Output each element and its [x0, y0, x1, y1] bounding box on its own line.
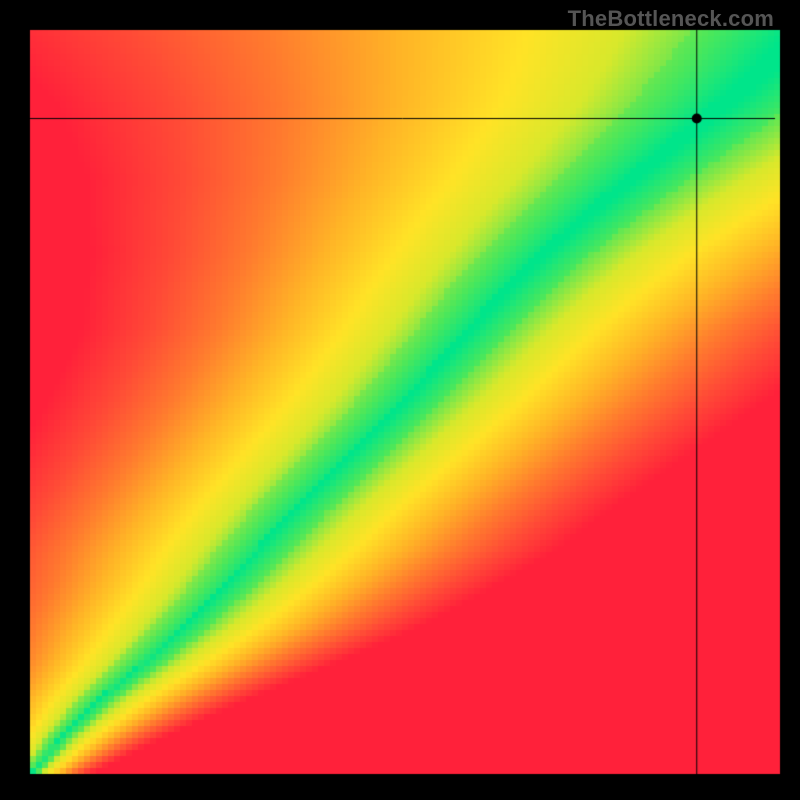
chart-container: TheBottleneck.com — [0, 0, 800, 800]
watermark-text: TheBottleneck.com — [568, 6, 774, 32]
heatmap-canvas — [0, 0, 800, 800]
